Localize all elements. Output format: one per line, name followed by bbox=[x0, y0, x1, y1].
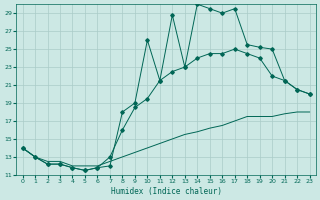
X-axis label: Humidex (Indice chaleur): Humidex (Indice chaleur) bbox=[111, 187, 221, 196]
